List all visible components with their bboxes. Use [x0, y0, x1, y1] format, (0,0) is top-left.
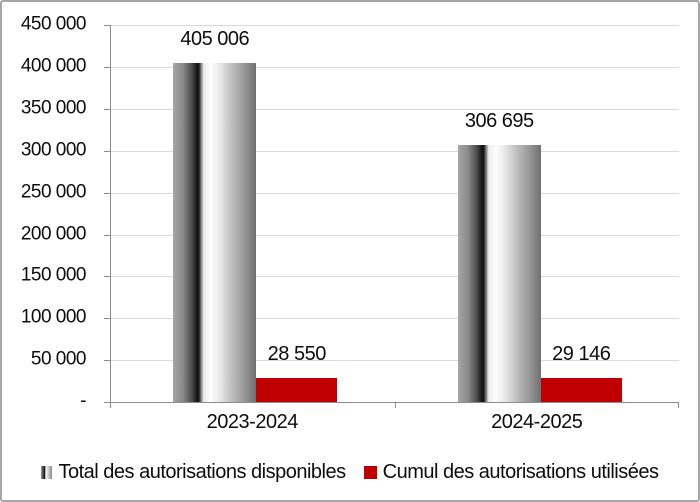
x-axis-tick [394, 402, 396, 408]
y-axis-label: 400 000 [20, 55, 87, 77]
value-label-cumul-2023-2024: 28 550 [267, 343, 327, 366]
y-axis-label: 250 000 [20, 181, 87, 203]
bar-cumul-utilisees-2024-2025 [540, 377, 622, 402]
red-square-legend-marker [363, 465, 377, 479]
gridline [110, 318, 679, 320]
value-label-total-2024-2025: 306 695 [464, 110, 534, 133]
legend-label-total-disponibles: Total des autorisations disponibles [58, 460, 346, 483]
y-axis-label: 450 000 [20, 13, 87, 35]
category-label-2023-2024: 2023-2024 [206, 411, 299, 433]
y-axis-tick [104, 318, 110, 320]
gridline [110, 192, 679, 194]
gridline [110, 25, 679, 27]
category-label-2024-2025: 2024-2025 [491, 411, 583, 433]
y-axis-label: 350 000 [20, 97, 87, 119]
gridline [110, 360, 679, 362]
y-axis-label: - [80, 390, 86, 412]
y-axis-label: 50 000 [30, 348, 87, 370]
x-axis-tick [678, 402, 679, 408]
gridline [110, 150, 679, 152]
y-axis-label: 200 000 [20, 223, 87, 245]
value-label-total-2023-2024: 405 006 [180, 28, 250, 51]
x-axis-line [104, 402, 679, 403]
y-axis-tick [104, 150, 110, 152]
bar-total-disponibles-2024-2025 [457, 145, 541, 402]
gridline [110, 234, 679, 236]
y-axis-tick [104, 234, 110, 236]
y-axis-tick [104, 360, 110, 362]
y-axis-tick [104, 276, 110, 278]
gridline [110, 67, 679, 69]
legend-item-cumul-utilisees: Cumul des autorisations utilisées [363, 460, 659, 484]
y-axis-tick [104, 25, 110, 27]
legend-item-total-disponibles: Total des autorisations disponibles [41, 460, 346, 484]
bar-cumul-utilisees-2023-2024 [256, 378, 338, 402]
y-axis-tick [104, 109, 110, 111]
bar-total-disponibles-2023-2024 [173, 63, 257, 402]
value-label-cumul-2024-2025: 29 146 [552, 342, 611, 365]
y-axis-tick [104, 67, 110, 69]
y-axis-tick [104, 192, 110, 194]
gridline [110, 276, 679, 278]
legend: Total des autorisations disponibles Cumu… [2, 459, 698, 485]
y-axis-label: 150 000 [20, 265, 87, 287]
y-axis-label: 100 000 [20, 306, 87, 328]
y-axis-label: 300 000 [20, 139, 87, 161]
gray-cylinder-legend-marker [41, 465, 53, 479]
legend-label-cumul-utilisees: Cumul des autorisations utilisées [382, 460, 659, 483]
gridline [110, 109, 679, 111]
y-axis-line [110, 25, 111, 408]
